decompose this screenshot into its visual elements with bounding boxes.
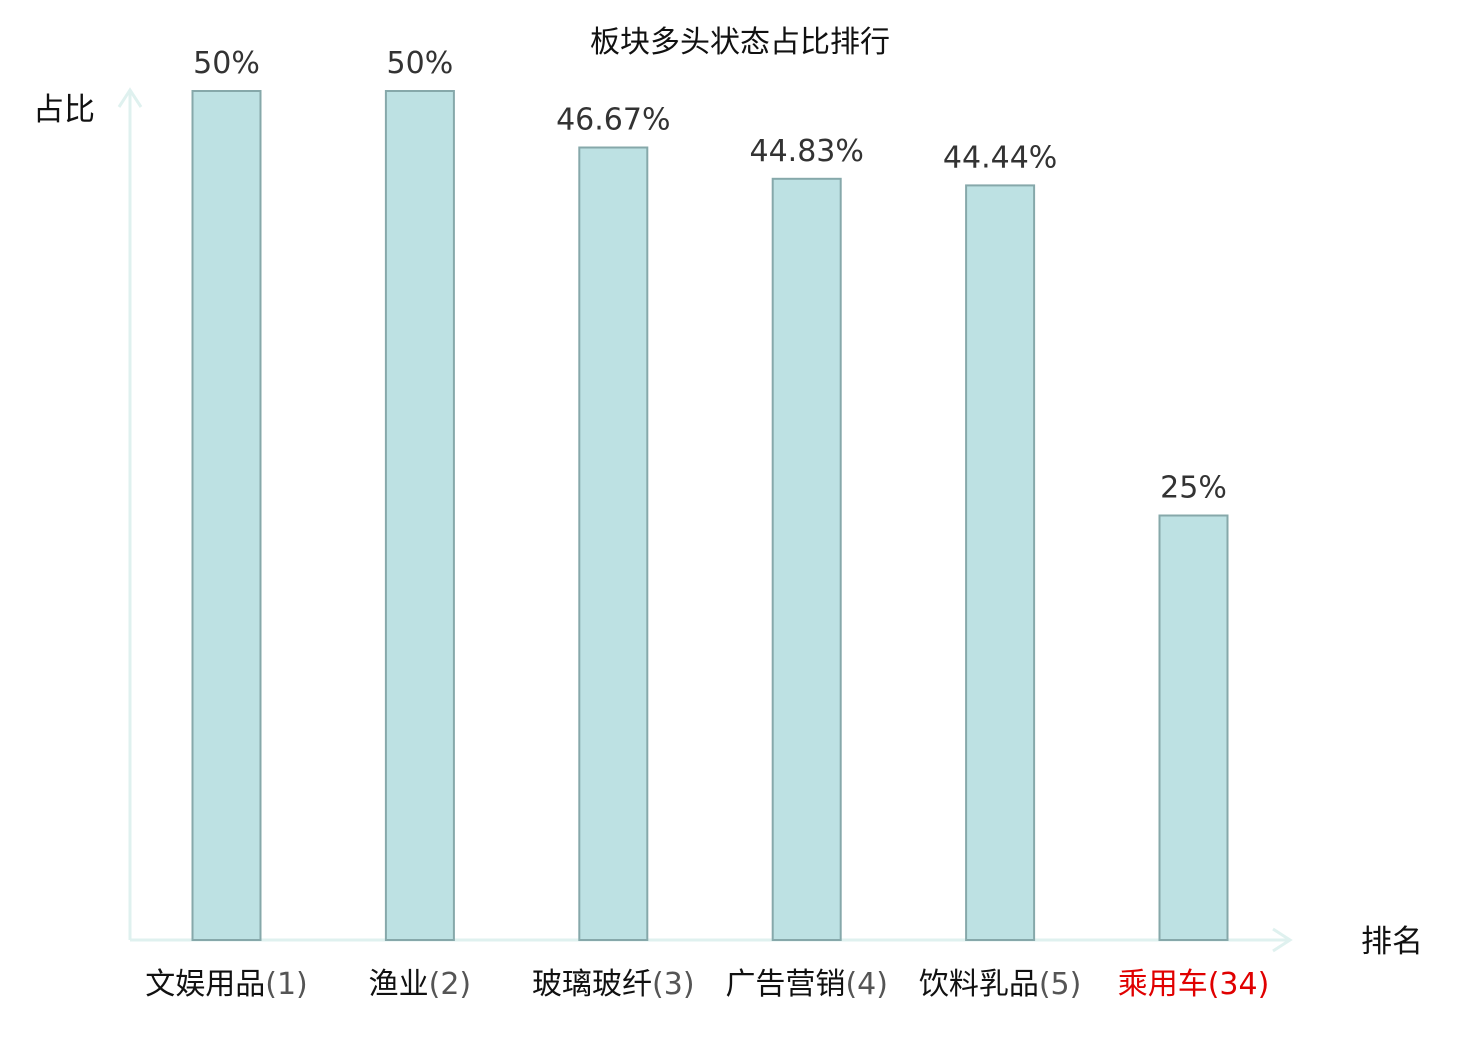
x-axis-arrow (1272, 927, 1293, 953)
bar-1 (191, 90, 262, 941)
bar-6 (1158, 514, 1229, 941)
value-label-6: 25% (1160, 471, 1227, 506)
category-label-1: 文娱用品(1) (145, 967, 308, 1002)
bar-3 (578, 146, 649, 941)
category-label-6: 乘用车(34) (1118, 967, 1270, 1002)
bar-5 (965, 184, 1036, 941)
value-label-1: 50% (193, 46, 260, 81)
axes (117, 87, 1293, 953)
value-label-3: 46.67% (556, 103, 670, 138)
category-labels: 文娱用品(1) 渔业(2) 玻璃玻纤(3) 广告营销(4) 饮料乳品(5) 乘用车(34) (145, 967, 1269, 1002)
value-label-2: 50% (387, 46, 454, 81)
y-axis-arrow (117, 87, 143, 108)
bar-4 (771, 177, 842, 942)
category-label-3: 玻璃玻纤(3) (532, 967, 695, 1002)
category-label-5: 饮料乳品(5) (919, 967, 1082, 1002)
value-labels: 50% 50% 46.67% 44.83% 44.44% 25% (193, 46, 1227, 506)
category-label-4: 广告营销(4) (725, 967, 888, 1002)
y-axis-label: 占比 (33, 92, 95, 128)
bars (191, 90, 1229, 942)
value-label-4: 44.83% (750, 134, 864, 169)
bar-2 (384, 90, 455, 941)
x-axis-label: 排名 (1361, 924, 1423, 960)
chart-title: 板块多头状态占比排行 (590, 25, 890, 60)
value-label-5: 44.44% (943, 140, 1057, 175)
category-label-2: 渔业(2) (369, 967, 472, 1002)
